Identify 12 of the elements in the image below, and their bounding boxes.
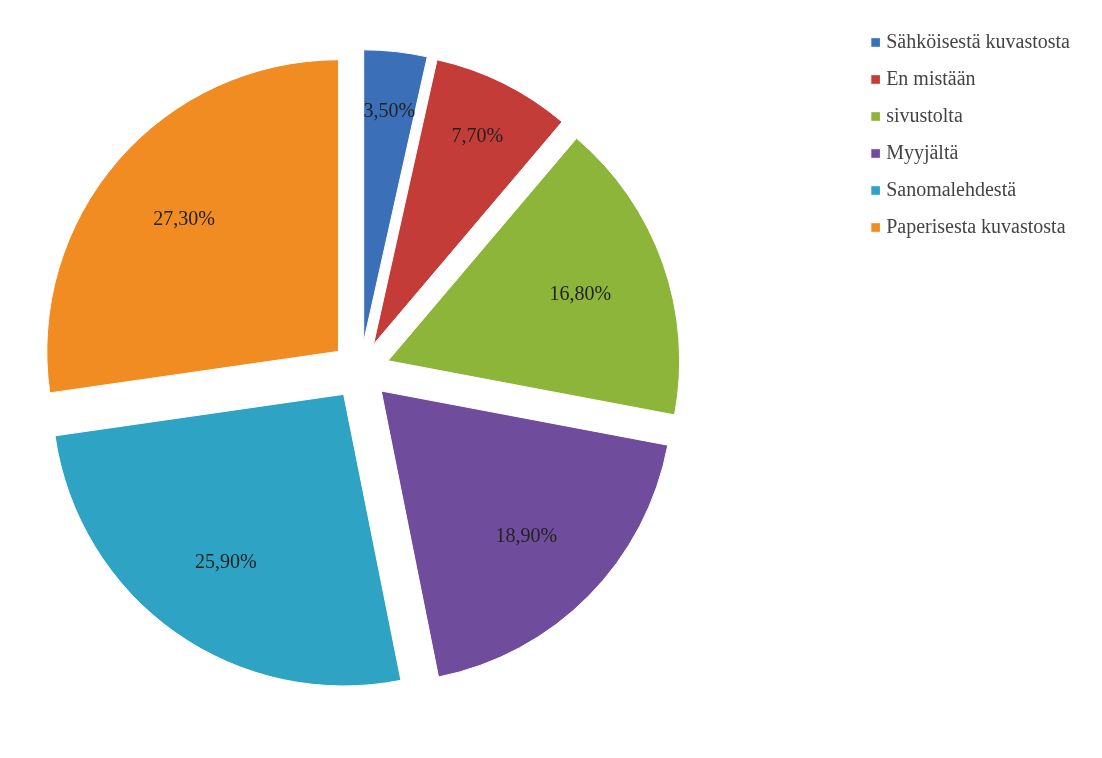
data-label: 18,90% [495,523,558,546]
legend-label: Sähköisestä kuvastosta [886,30,1070,53]
data-label: 7,70% [451,124,504,147]
legend-label: Sanomalehdestä [886,178,1017,201]
legend-label: sivustolta [886,104,963,127]
data-label: 3,50% [363,98,416,121]
legend-label: Myyjältä [886,141,959,164]
data-label: 27,30% [153,206,215,229]
legend-label: Paperisesta kuvastosta [886,215,1066,238]
data-label: 16,80% [549,281,612,304]
data-label: 25,90% [195,550,257,573]
legend-label: En mistään [886,67,976,90]
